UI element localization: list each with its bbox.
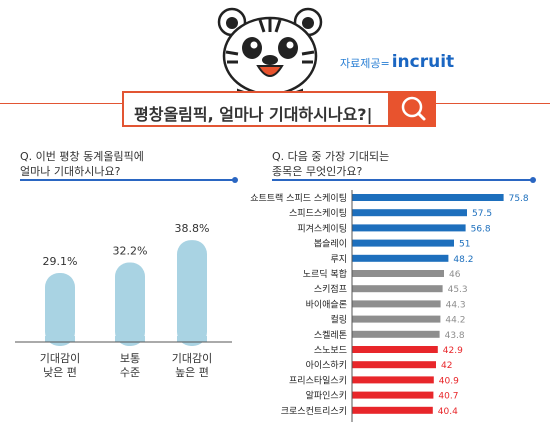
category-label-7: 스키점프 [314,283,347,295]
category-label-2: 수준 [120,366,140,379]
value-label-8: 44.3 [446,300,466,310]
value-label-5: 48.2 [453,255,473,265]
incruit-logo: incruit [391,52,455,72]
left-question-line2: 얼마나 기대하시나요? [20,165,121,178]
bar-1 [45,273,75,346]
category-label-2: 보통 [120,352,140,365]
category-label-15: 크로스컨트리스키 [281,406,347,417]
bar-11 [352,346,438,353]
bar-15 [352,406,433,414]
category-label-4: 봅슬레이 [314,239,347,250]
bar-2 [115,262,145,346]
value-label-11: 42.9 [443,346,463,356]
right-divider-dot [530,177,536,183]
value-label-12: 42 [441,361,452,371]
category-label-3: 피겨스케이팅 [297,223,347,234]
category-label-9: 컬링 [330,314,347,326]
value-label-6: 46 [449,270,461,280]
category-label-10: 스켈레톤 [314,329,347,341]
bar-base-1 [45,336,75,342]
category-label-13: 프리스타일스키 [289,375,347,386]
category-label-3: 높은 편 [175,366,209,379]
bar-3 [177,240,207,346]
left-divider [20,179,234,181]
value-label-2: 32.2% [113,245,148,258]
source-label: 자료제공= [340,57,390,70]
search-button[interactable] [390,91,436,127]
value-label-13: 40.9 [439,376,459,386]
category-label-12: 아이스하키 [306,360,347,371]
bar-13 [352,376,434,384]
bar-2 [352,209,467,217]
search-text: 평창올림픽, 얼마나 기대하시나요?| [134,105,373,124]
value-label-9: 44.2 [445,316,465,326]
value-label-10: 43.8 [445,331,465,341]
bar-7 [352,285,443,293]
bar-9 [352,315,441,323]
left-question: Q. 이번 평창 동계올림픽에 얼마나 기대하시나요? [20,149,144,179]
bar-base-3 [177,336,207,342]
right-question-line2: 종목은 무엇인가요? [272,165,363,178]
category-label-3: 기대감이 [172,352,212,365]
category-label-1: 낮은 편 [43,366,77,379]
bar-base-2 [115,336,145,342]
bar-6 [352,270,444,277]
right-divider [272,179,532,181]
value-label-1: 75.8 [509,194,529,204]
bar-10 [352,330,440,338]
header: 자료제공= incruit 평창올림픽, 얼마나 기대하시나요?| [0,0,550,127]
category-label-8: 바이애슬론 [306,299,347,310]
category-label-2: 스피드스케이팅 [289,208,347,219]
category-label-1: 기대감이 [40,352,80,365]
right-question-line1: Q. 다음 중 가장 기대되는 [272,150,390,163]
value-label-3: 56.8 [471,224,491,234]
value-label-3: 38.8% [175,222,210,235]
category-label-11: 스노보드 [314,345,347,356]
right-question: Q. 다음 중 가장 기대되는 종목은 무엇인가요? [272,149,389,179]
mascot-tiger-icon [217,7,323,97]
source-credit: 자료제공= incruit [340,52,454,72]
value-label-1: 29.1% [43,255,78,268]
left-question-line1: Q. 이번 평창 동계올림픽에 [20,150,144,163]
search-icon [401,96,426,121]
value-label-14: 40.7 [438,392,458,402]
bar-8 [352,300,441,308]
bar-5 [352,254,449,262]
bar-12 [352,361,436,369]
value-label-2: 57.5 [472,209,492,219]
category-label-5: 루지 [330,254,347,265]
sport-ranking-chart: 쇼트트랙 스피드 스케이팅 75.8 스피드스케이팅 57.5 피겨스케이팅 56.8 봅슬… [250,190,529,422]
bar-4 [352,239,454,247]
category-label-1: 쇼트트랙 스피드 스케이팅 [250,193,347,204]
value-label-15: 40.4 [438,407,458,417]
bar-1 [352,194,504,201]
left-divider-dot [232,177,238,183]
category-label-14: 알파인스키 [306,391,347,402]
search-input[interactable]: 평창올림픽, 얼마나 기대하시나요?| [122,91,390,127]
value-label-4: 51 [459,240,470,250]
bar-3 [352,224,466,232]
category-label-6: 노르딕 복합 [303,269,347,280]
bar-14 [352,391,434,399]
value-label-7: 45.3 [448,285,468,295]
